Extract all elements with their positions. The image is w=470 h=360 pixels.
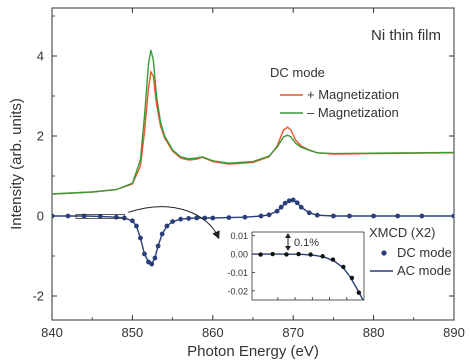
xmcd-dc-point <box>282 200 288 206</box>
y-axis-label: Intensity (arb. units) <box>8 98 25 230</box>
xmcd-dc-point <box>419 213 425 219</box>
xmcd-dc-point <box>194 215 200 221</box>
inset-ac-line <box>252 253 364 300</box>
x-tick-label: 880 <box>363 325 385 340</box>
xmcd-dc-point <box>164 223 170 229</box>
x-tick-label: 850 <box>122 325 144 340</box>
inset-dc-point <box>258 252 263 257</box>
inset-dc-point <box>320 254 325 259</box>
xmcd-dc-point <box>286 198 292 204</box>
legend-xmcd: XMCD (X2) DC mode AC mode <box>369 225 452 278</box>
xmcd-dc-point <box>52 213 55 219</box>
inset-dc-point <box>296 251 301 257</box>
xmcd-dc-point <box>226 215 232 221</box>
xmcd-dc-point <box>298 204 304 210</box>
xmcd-dc-point <box>97 214 103 219</box>
inset-dc-point <box>341 264 346 270</box>
xmcd-dc-point <box>258 213 264 219</box>
legend-swatch-dc <box>381 250 387 256</box>
xmcd-dc-point <box>130 218 135 224</box>
legend-title: XMCD (X2) <box>369 225 435 240</box>
x-tick-label: 890 <box>443 325 465 340</box>
x-axis-label: Photon Energy (eV) <box>187 343 319 360</box>
legend-title: DC mode <box>270 65 325 80</box>
xmcd-dc-point <box>274 208 280 214</box>
inset-dc-point <box>270 251 275 257</box>
xmcd-dc-point <box>210 215 216 221</box>
xmcd-dc-point <box>152 255 158 261</box>
y-axis-ticks: -2 0 2 4 <box>32 15 454 304</box>
scale-annotation-text: 0.1% <box>294 237 319 249</box>
xmcd-dc-point <box>65 213 71 219</box>
x-axis-ticks: 840 850 860 870 880 890 <box>41 8 465 340</box>
inset-scale-annotation: 0.1% <box>285 233 319 251</box>
chart-title: Ni thin film <box>371 27 441 44</box>
xmcd-dc-point <box>331 213 336 219</box>
xmcd-dc-point <box>266 212 272 218</box>
xmcd-dc-point <box>149 261 155 267</box>
x-tick-label: 860 <box>202 325 224 340</box>
legend-entry-ac: AC mode <box>397 263 451 278</box>
inset-y-tick-label: 0.01 <box>230 231 248 241</box>
y-tick-label: -2 <box>32 289 44 304</box>
xmcd-dc-point <box>155 243 161 249</box>
xmcd-dc-point <box>395 213 401 219</box>
xmcd-dc-point <box>306 210 312 216</box>
inset-y-tick-label: 0.00 <box>230 250 248 260</box>
xmcd-dc-point <box>142 251 147 257</box>
xmcd-dc-point <box>134 223 139 229</box>
inset-y-tick-label: -0.01 <box>227 268 248 278</box>
xmcd-dc-point <box>290 197 296 203</box>
xmcd-dc-point <box>170 219 176 225</box>
inset-dc-point <box>330 257 336 262</box>
xmcd-dc-point <box>138 235 143 241</box>
xmcd-dc-point <box>347 213 352 219</box>
xmcd-dc-point <box>81 213 87 219</box>
xmcd-dc-point <box>242 214 248 220</box>
y-tick-label: 0 <box>37 209 44 224</box>
inset-axis-ticks: 0.01 0.00 -0.01 -0.02 <box>227 231 348 300</box>
scale-arrow-down-icon <box>285 246 291 251</box>
x-tick-label: 840 <box>41 325 63 340</box>
legend-entry-minus: – Magnetization <box>307 105 399 120</box>
xmcd-dc-point <box>113 214 119 220</box>
zoom-region-box <box>75 213 125 219</box>
zoom-arrow <box>128 206 220 240</box>
xmcd-dc-point <box>186 216 192 221</box>
inset-frame <box>251 231 365 301</box>
xmcd-dc-point <box>371 213 376 219</box>
legend-entry-plus: + Magnetization <box>307 87 399 102</box>
xmcd-dc-point <box>451 213 454 219</box>
series-minus-magnetization-line <box>52 49 454 195</box>
y-tick-label: 4 <box>37 49 44 64</box>
xmcd-dc-point <box>294 200 300 206</box>
xmcd-dc-point <box>159 231 165 237</box>
inset-background <box>252 232 364 300</box>
y-tick-label: 2 <box>37 129 44 144</box>
legend-dc-mode: DC mode + Magnetization – Magnetization <box>270 65 399 120</box>
inset-dc-point <box>356 290 362 295</box>
inset-dc-point <box>349 275 355 281</box>
scale-arrow-up-icon <box>285 233 291 238</box>
x-tick-label: 870 <box>282 325 304 340</box>
inset-dc-point <box>308 252 313 257</box>
xmcd-dc-point <box>178 216 184 222</box>
legend-entry-dc: DC mode <box>397 245 452 260</box>
xmcd-dc-point <box>314 212 320 218</box>
inset-dc-point <box>284 252 289 257</box>
inset-y-tick-label: -0.02 <box>227 286 248 296</box>
inset-dc-points <box>258 251 362 295</box>
xmcd-dc-point <box>278 204 284 210</box>
